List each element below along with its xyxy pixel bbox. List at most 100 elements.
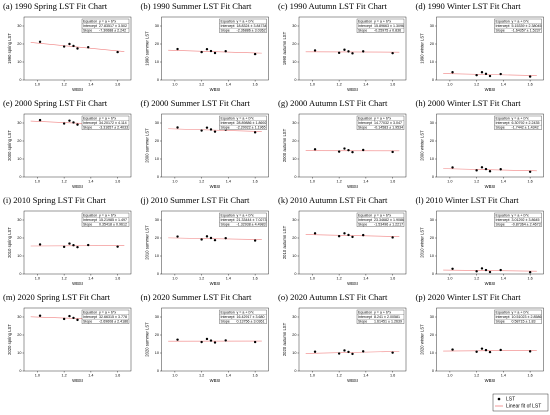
panel-title: (p) 2020 Winter LST Fit Chart	[416, 292, 522, 302]
y-tick-label: 0	[19, 272, 21, 276]
y-tick-label: 20	[292, 236, 296, 240]
y-tick-label: 10	[430, 157, 434, 161]
x-axis-label: WBSI	[72, 184, 83, 189]
data-point	[475, 73, 478, 77]
x-axis-label: WBSI	[72, 281, 83, 286]
x-tick-label: 1.0	[310, 277, 315, 281]
fit-box	[81, 309, 130, 324]
x-tick-label: 1.2	[474, 374, 479, 378]
x-tick-label: 1.0	[172, 277, 177, 281]
y-tick-label: 30	[292, 218, 296, 222]
y-tick-label: 10	[430, 254, 434, 258]
fit-box-value: y = a + b*x	[99, 19, 116, 23]
x-tick-label: 1.0	[447, 180, 452, 184]
panel-title: (l) 2010 Winter LST Fit Chart	[416, 195, 520, 205]
x-tick-label: 1.4	[226, 374, 231, 378]
fit-line	[443, 168, 537, 172]
fit-box	[219, 309, 267, 324]
fit-box-key: Equation	[358, 213, 372, 217]
data-point	[391, 51, 394, 55]
plot-frame	[161, 16, 269, 81]
data-point	[72, 121, 75, 124]
data-point	[488, 270, 492, 274]
data-point	[200, 340, 203, 344]
y-tick-label: 20	[155, 139, 159, 143]
x-tick-label: 1.6	[252, 180, 257, 184]
data-point	[313, 49, 317, 52]
fit-box	[494, 309, 542, 324]
plot-frame	[436, 307, 544, 372]
y-tick-label: 0	[294, 369, 296, 373]
fit-box-value: 6.30792 ± 2.2435	[512, 121, 540, 125]
data-point	[351, 235, 354, 239]
fit-box-key: Slope	[496, 125, 505, 129]
fit-line	[168, 49, 262, 54]
y-tick-label: 0	[19, 175, 21, 179]
fit-box-key: Equation	[358, 310, 372, 314]
data-point	[499, 168, 502, 171]
x-tick-label: 1.0	[447, 277, 452, 281]
data-point	[391, 351, 394, 354]
data-point	[200, 129, 203, 132]
y-tick-label: 0	[19, 78, 21, 82]
fit-box-value: -0.87364 ± 2.4673	[512, 222, 541, 226]
x-tick-label: 1.2	[61, 180, 66, 184]
fit-box-key: Equation	[221, 310, 235, 314]
x-tick-label: 1.6	[390, 180, 395, 184]
y-tick-label: 10	[17, 157, 21, 161]
y-tick-label: 10	[155, 157, 159, 161]
data-point	[253, 239, 257, 242]
panel-title: (k) 2010 Autumn LST Fit Chart	[278, 195, 388, 205]
fit-box-value: 32.66315 ± 3.778	[99, 315, 127, 319]
fit-box-value: -0.25975 ± 0.836	[374, 28, 401, 32]
y-tick-label: 10	[155, 351, 159, 355]
x-axis-label: WBSI	[210, 281, 221, 286]
data-point	[480, 166, 484, 169]
plot-frame	[23, 113, 132, 178]
x-axis-label: WBSI	[72, 87, 83, 92]
data-point	[347, 233, 350, 237]
data-point	[209, 339, 213, 342]
fit-box-key: Slope	[221, 319, 230, 323]
data-point	[391, 150, 394, 154]
fit-box-value: 5.15339 ± 2.38045	[512, 24, 542, 28]
fit-box-value: y = a + b*x	[374, 19, 391, 23]
fit-box-value: y = a + b*x	[237, 310, 254, 314]
data-point	[205, 126, 209, 129]
data-point	[205, 48, 209, 51]
fit-box-key: Equation	[221, 213, 235, 217]
legend-point	[497, 397, 501, 401]
fit-box	[494, 212, 542, 227]
fit-box-value: 14.77032 ± 3.047	[374, 121, 402, 125]
y-tick-label: 30	[430, 218, 434, 222]
y-axis-label: 2020 spring LST	[7, 324, 12, 355]
data-point	[224, 50, 227, 53]
fit-box-value: y = a + b*x	[374, 116, 391, 120]
legend-label: Linear fit of LST	[506, 403, 541, 409]
data-point	[337, 235, 341, 238]
fit-box-key: Equation	[496, 116, 510, 120]
y-axis-label: 2000 winter LST	[420, 130, 425, 161]
fit-box-key: Intercept	[221, 24, 235, 28]
x-axis-label: WBSI	[347, 378, 358, 383]
y-tick-label: 30	[292, 121, 296, 125]
data-point	[488, 74, 492, 78]
fit-box-key: Slope	[83, 28, 92, 32]
data-point	[213, 130, 217, 133]
x-axis-label: WBSI	[210, 378, 221, 383]
data-point	[528, 75, 532, 78]
x-tick-label: 1.6	[390, 374, 395, 378]
data-point	[253, 52, 257, 56]
x-tick-label: 1.2	[336, 277, 341, 281]
fit-box-value: y = a + b*x	[512, 116, 529, 120]
fit-box-value: 3.01292 ± 3.8645	[512, 218, 540, 222]
x-tick-label: 1.2	[61, 83, 66, 87]
y-tick-label: 0	[157, 78, 159, 82]
fit-box-value: y = a + b*x	[512, 310, 529, 314]
fit-box-value: -1.7442 ± 1.4342	[512, 125, 539, 129]
panel-title: (m) 2020 Spring LST Fit Chart	[3, 292, 111, 302]
panel-title: (c) 1990 Autumn LST Fit Chart	[278, 1, 388, 11]
data-point	[62, 317, 66, 321]
data-point	[480, 267, 484, 270]
plot-frame	[23, 16, 132, 81]
